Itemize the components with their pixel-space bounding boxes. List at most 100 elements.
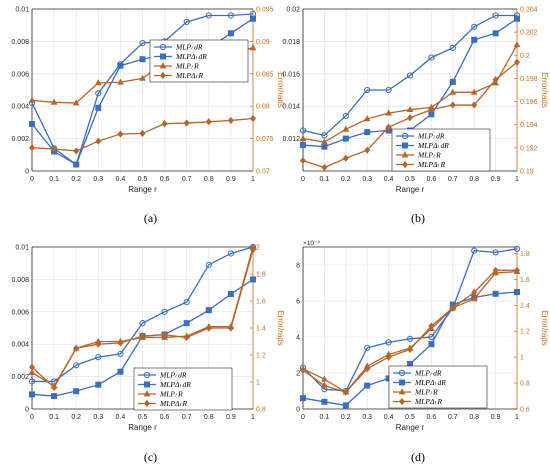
right-y-tick-label: 0.095 xyxy=(256,7,274,14)
data-point xyxy=(28,391,35,398)
right-y-tick-label: 0.204 xyxy=(520,7,538,14)
data-point xyxy=(321,143,328,150)
data-point xyxy=(364,146,371,154)
data-point xyxy=(492,249,499,256)
data-point xyxy=(299,142,306,149)
y-tick-label: 0 xyxy=(25,169,29,176)
data-point xyxy=(205,307,212,314)
legend-label: MLPΔₗ dR xyxy=(417,141,449,150)
series-line-0 xyxy=(302,14,517,137)
data-point xyxy=(492,12,499,19)
data-point xyxy=(73,147,80,155)
data-point xyxy=(514,58,520,66)
x-tick-label: 0.8 xyxy=(204,414,214,421)
legend-label: MLPΔₗ R xyxy=(159,399,188,408)
y-tick-label: 8 xyxy=(296,263,300,270)
data-point xyxy=(249,44,257,51)
right-y-tick-label: 0.075 xyxy=(256,136,274,143)
x-tick-label: 0.5 xyxy=(405,176,415,183)
x-tick-label: 0.8 xyxy=(204,176,214,183)
x-tick-label: 1 xyxy=(251,414,255,421)
y-tick-label: 0 xyxy=(296,407,300,414)
data-point xyxy=(470,88,478,95)
legend-label: MLPΔₗ R xyxy=(175,71,204,80)
data-point xyxy=(161,120,168,128)
series-line-0 xyxy=(31,13,254,166)
data-point xyxy=(449,78,456,85)
panel-caption: (c) xyxy=(144,450,157,464)
data-point xyxy=(364,382,371,389)
data-point xyxy=(51,393,58,400)
right-y-tick-label: 0.19 xyxy=(520,169,534,176)
data-point xyxy=(227,250,234,257)
y-tick-label: 0.004 xyxy=(11,342,29,349)
data-point xyxy=(73,388,80,395)
data-point xyxy=(73,344,80,352)
right-y-tick-label: 1.2 xyxy=(520,329,530,336)
data-point xyxy=(321,138,328,145)
right-y-tick-label: 0.2 xyxy=(520,53,530,60)
data-point xyxy=(139,129,146,138)
x-axis-label: Range r xyxy=(396,423,425,432)
data-point xyxy=(428,322,435,330)
data-point xyxy=(471,23,478,30)
data-point xyxy=(73,362,80,369)
x-tick-label: 0.1 xyxy=(320,414,330,421)
data-point xyxy=(514,288,521,295)
data-point xyxy=(321,398,328,405)
data-point xyxy=(385,109,392,116)
x-tick-label: 0.4 xyxy=(116,414,126,421)
data-point xyxy=(321,382,328,390)
data-point xyxy=(364,344,371,351)
legend-label: MLPΔₗ dR xyxy=(159,380,191,389)
legend-marker xyxy=(401,132,409,140)
right-y-tick-label: 0.198 xyxy=(520,76,538,83)
legend-marker xyxy=(144,399,150,408)
right-axis-label: Error/rads xyxy=(540,72,549,108)
data-point xyxy=(95,104,102,111)
data-point xyxy=(73,161,80,168)
x-tick-label: 0.8 xyxy=(469,176,479,183)
data-point xyxy=(385,353,392,361)
data-point xyxy=(428,341,435,348)
panel-caption: (a) xyxy=(144,211,157,225)
right-y-tick-label: 1 xyxy=(520,355,524,362)
x-tick-label: 0.6 xyxy=(160,176,170,183)
data-point xyxy=(28,378,36,385)
data-point xyxy=(205,12,212,19)
data-point xyxy=(342,112,349,120)
data-point xyxy=(117,339,124,347)
legend-marker xyxy=(159,43,167,51)
x-tick-label: 0.2 xyxy=(341,176,351,183)
y-tick-label: 0.016 xyxy=(282,71,300,78)
data-point xyxy=(227,12,234,19)
legend-label: MLPₗ R xyxy=(159,390,183,399)
data-point xyxy=(342,125,350,132)
data-point xyxy=(249,15,256,22)
x-tick-label: 0.2 xyxy=(71,414,81,421)
data-point xyxy=(227,290,234,297)
data-point xyxy=(117,368,124,375)
x-tick-label: 0.7 xyxy=(448,176,458,183)
data-point xyxy=(117,78,124,85)
legend-marker xyxy=(143,381,150,388)
data-point xyxy=(227,30,234,37)
y-tick-label: 0.008 xyxy=(11,277,29,284)
legend-marker xyxy=(143,390,151,397)
data-point xyxy=(139,56,146,63)
data-point xyxy=(95,90,102,97)
data-point xyxy=(428,54,435,61)
right-y-tick-label: 1 xyxy=(256,380,260,387)
x-tick-label: 0.4 xyxy=(116,176,126,183)
x-tick-label: 0.3 xyxy=(93,176,103,183)
legend-label: MLPₗ R xyxy=(414,388,438,397)
data-point xyxy=(428,106,435,114)
data-point xyxy=(300,156,306,165)
right-axis-label: Error/rads xyxy=(276,310,285,346)
y-tick-label: 0.008 xyxy=(11,39,29,46)
right-y-tick-label: 1.6 xyxy=(520,277,530,284)
y-tick-label: 0.018 xyxy=(282,39,300,46)
data-point xyxy=(321,375,328,382)
legend-marker xyxy=(402,160,408,169)
